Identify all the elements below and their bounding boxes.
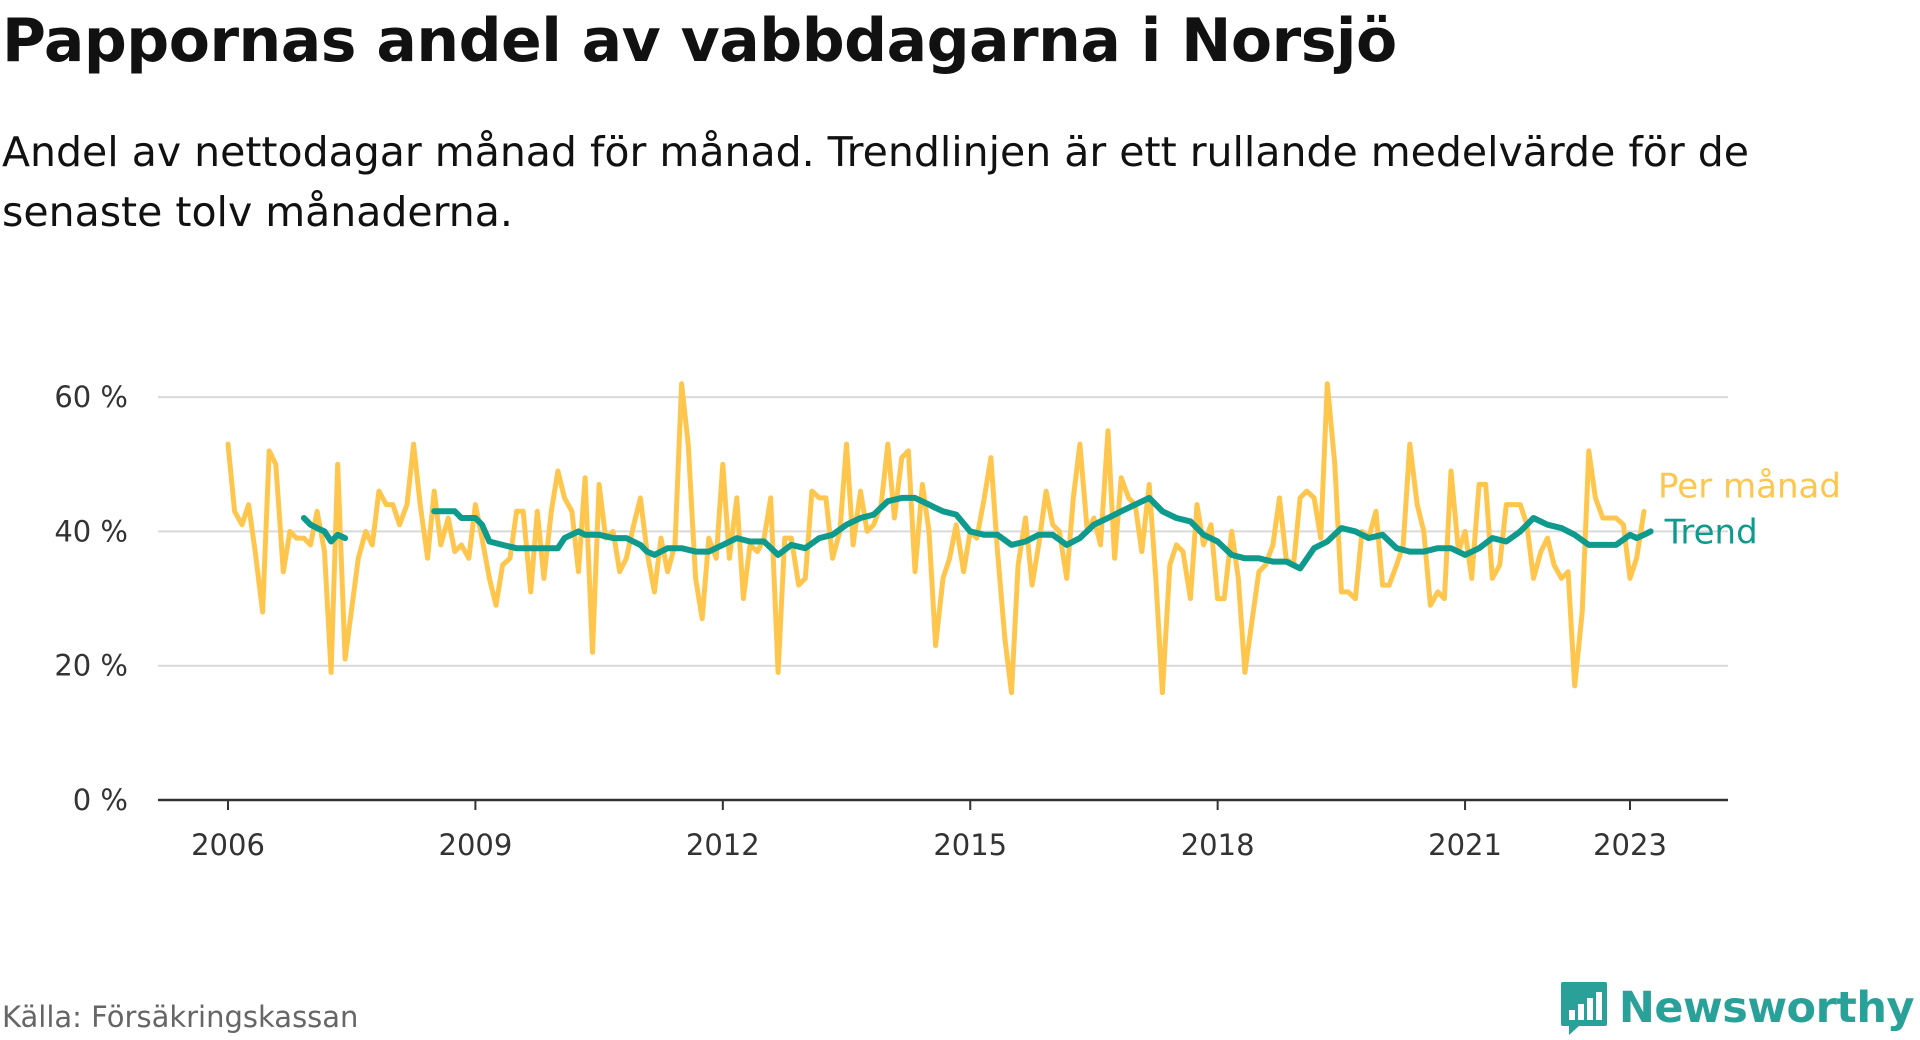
source-note: Källa: Försäkringskassan [2, 1000, 359, 1034]
series-line-trend [431, 494, 1654, 572]
bar-chart-icon [1560, 982, 1607, 1035]
x-tick-label: 2015 [933, 828, 1007, 862]
x-tick-label: 2021 [1428, 828, 1502, 862]
series-line-trend [300, 515, 349, 545]
y-tick-label: 60 % [54, 380, 128, 414]
chart-title: Pappornas andel av vabbdagarna i Norsjö [2, 6, 1397, 76]
brand-logo[interactable]: Newsworthy [1559, 980, 1915, 1036]
y-tick-label: 40 % [54, 514, 128, 548]
line-chart: 0 % 20 % 40 % 60 % 2006 2009 2012 2015 2018 2021 2… [54, 380, 1841, 862]
y-tick-label: 20 % [54, 649, 128, 683]
series-line-monthly [225, 381, 1647, 696]
x-tick-label: 2009 [439, 828, 513, 862]
series-label-trend: Trend [1664, 512, 1758, 552]
brand-name: Newsworthy [1618, 983, 1915, 1033]
x-tick-label: 2023 [1593, 828, 1667, 862]
x-tick-label: 2006 [191, 828, 265, 862]
chart-subtitle: Andel av nettodagar månad för månad. Tre… [2, 128, 1749, 236]
x-tick-label: 2012 [686, 828, 760, 862]
x-tick-label: 2018 [1181, 828, 1255, 862]
y-tick-label: 0 % [73, 783, 128, 817]
series-label-monthly: Per månad [1658, 466, 1841, 506]
